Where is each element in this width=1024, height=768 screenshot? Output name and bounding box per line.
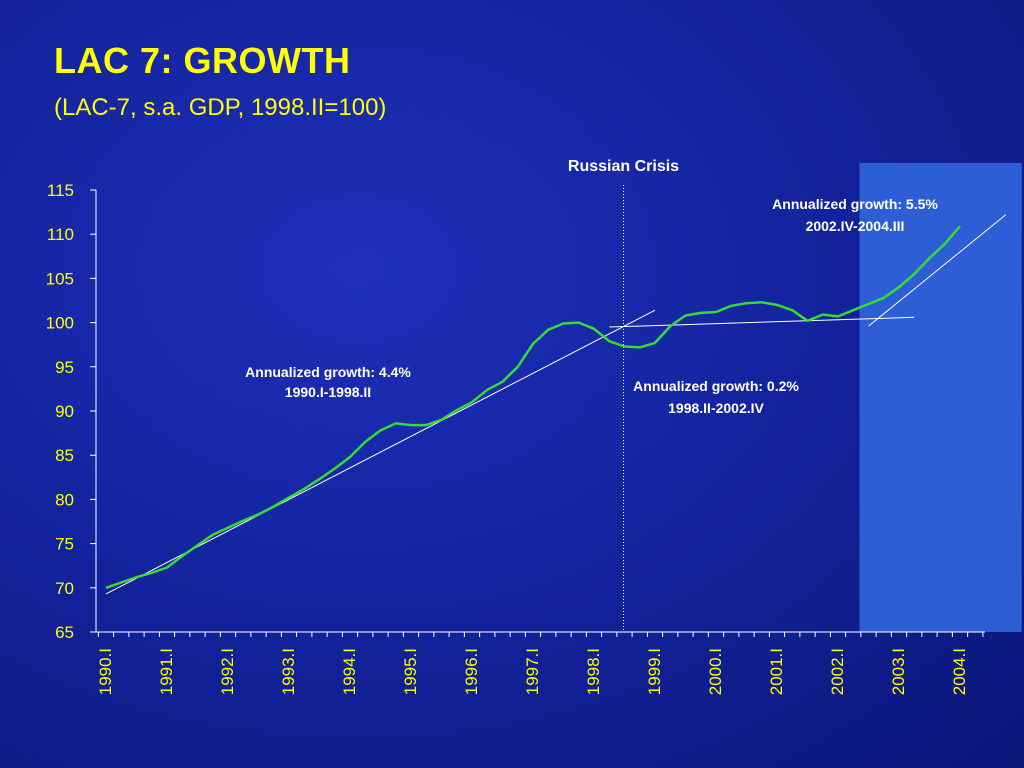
highlight-band: [859, 163, 1022, 632]
gdp-series-line: [105, 225, 961, 589]
trend-3-period: 2002.IV-2004.III: [806, 218, 905, 234]
trend-1-period: 1990.I-1998.II: [285, 384, 371, 400]
russian-crisis-label: Russian Crisis: [568, 158, 679, 175]
x-tick-label: 1994.I: [340, 648, 359, 695]
x-tick-label: 1990.I: [96, 648, 115, 695]
x-tick-label: 2002.I: [828, 648, 847, 695]
y-tick-label: 70: [55, 579, 74, 598]
growth-annotations: Annualized growth: 4.4% 1990.I-1998.II A…: [245, 196, 938, 416]
x-tick-label: 2004.I: [950, 648, 969, 695]
x-tick-label: 1997.I: [523, 648, 542, 695]
y-tick-label: 90: [55, 402, 74, 421]
trend-3-label: Annualized growth: 5.5%: [772, 196, 938, 212]
x-tick-label: 1991.I: [157, 648, 176, 695]
x-tick-label: 1995.I: [401, 648, 420, 695]
y-tick-label: 95: [55, 358, 74, 377]
y-tick-label: 65: [55, 623, 74, 642]
slide-subtitle: (LAC-7, s.a. GDP, 1998.II=100): [54, 94, 387, 121]
y-tick-label: 75: [55, 535, 74, 554]
y-tick-label: 80: [55, 490, 74, 509]
trend-1-label: Annualized growth: 4.4%: [245, 364, 411, 380]
x-tick-label: 1998.I: [584, 648, 603, 695]
x-tick-label: 2000.I: [706, 648, 725, 695]
trend-2-label: Annualized growth: 0.2%: [633, 378, 799, 394]
y-tick-label: 115: [47, 181, 74, 200]
y-tick-label: 105: [46, 269, 74, 288]
axes: 65 70 75 80 85 90 95 100 105 110 115 1990.I 1991.I 19…: [46, 181, 985, 695]
x-tick-label: 2001.I: [767, 648, 786, 695]
slide-title: LAC 7: GROWTH: [54, 40, 351, 81]
x-tick-label: 1996.I: [462, 648, 481, 695]
y-tick-label: 110: [47, 225, 74, 244]
y-tick-label: 85: [55, 446, 74, 465]
trend-2-period: 1998.II-2002.IV: [668, 400, 764, 416]
x-tick-label: 1992.I: [218, 648, 237, 695]
x-tick-label: 1999.I: [645, 648, 664, 695]
x-tick-label: 2003.I: [889, 648, 908, 695]
y-tick-label: 100: [46, 314, 74, 333]
x-tick-label: 1993.I: [279, 648, 298, 695]
trend-line-2: [609, 316, 915, 328]
trend-line-3: [868, 214, 1007, 327]
